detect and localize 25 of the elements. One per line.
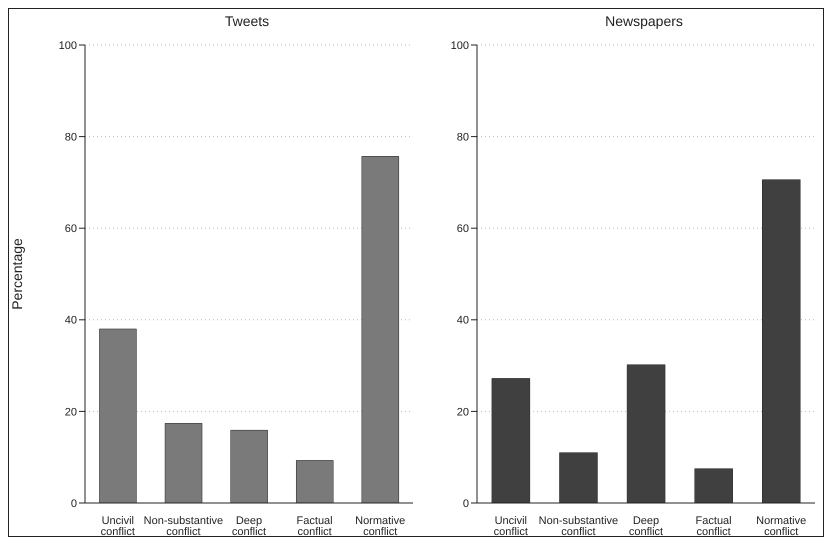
x-tick-label: Factual conflict — [696, 515, 732, 538]
x-tick-label: Non-substantive conflict — [538, 515, 618, 538]
x-tick-label: Factual conflict — [296, 515, 333, 538]
y-tick-label: 80 — [456, 132, 469, 144]
y-tick-label: 0 — [462, 498, 469, 510]
chart-title: Newspapers — [604, 12, 684, 31]
y-tick-label: 100 — [450, 40, 469, 52]
x-tick-label: Uncivil conflict — [494, 515, 528, 538]
y-tick-label: 40 — [456, 314, 469, 327]
y-tick-label: 60 — [64, 223, 77, 236]
y-tick-label: 60 — [456, 223, 469, 236]
y-tick-label: 100 — [58, 40, 77, 52]
y-tick-label: 20 — [456, 406, 469, 418]
x-tick-label: Non-substantive conflict — [144, 515, 224, 538]
x-tick-label: Deep conflict — [232, 515, 266, 538]
y-tick-label: 80 — [64, 132, 77, 144]
y-tick-label: 40 — [64, 314, 77, 327]
x-tick-label: Normative conflict — [355, 515, 406, 538]
y-tick-label: 0 — [70, 498, 77, 510]
y-axis-title: Percentage — [8, 238, 25, 310]
y-tick-label: 20 — [64, 406, 77, 418]
x-tick-label: Uncivil conflict — [100, 515, 135, 538]
x-tick-label: Deep conflict — [628, 515, 664, 538]
chart-title: Tweets — [224, 12, 270, 31]
x-tick-label: Normative conflict — [756, 515, 806, 538]
